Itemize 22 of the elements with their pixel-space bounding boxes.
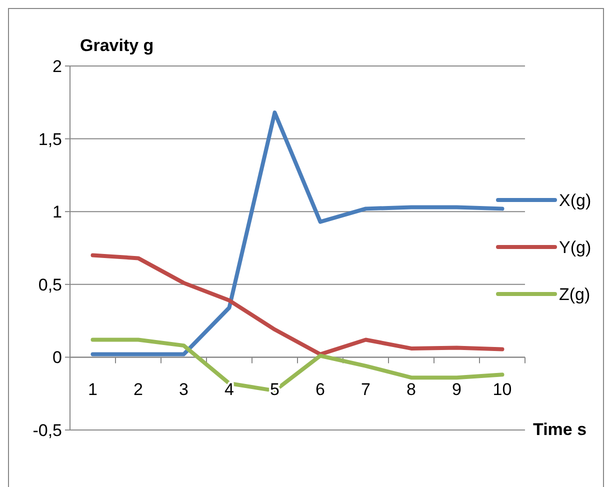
y-tick-label: 1 [52, 202, 62, 222]
y-tick-label: 2 [52, 56, 62, 76]
x-tick-label: 6 [316, 380, 325, 400]
x-tick-label: 3 [179, 380, 188, 400]
x-tick-label: 4 [224, 380, 234, 400]
y-tick-label: 0,5 [38, 275, 62, 294]
line-series [90, 253, 504, 356]
y-tick-label: 1,5 [38, 130, 62, 149]
y-tick-label: -0,5 [32, 420, 62, 440]
x-tick-label: 8 [406, 380, 416, 400]
y-axis-title: Gravity g [80, 36, 154, 55]
x-tick-label: 2 [134, 380, 143, 400]
y-tick-label: 0 [52, 348, 62, 368]
x-tick-label: 9 [452, 380, 462, 400]
x-axis-title: Time s [533, 420, 587, 439]
x-tick-label: 10 [492, 380, 512, 400]
legend-label: Y(g) [559, 238, 592, 257]
line-series [90, 110, 504, 356]
x-tick-label: 7 [361, 380, 370, 400]
x-tick-label: 1 [88, 380, 98, 400]
legend-label: X(g) [559, 190, 592, 210]
legend-label: Z(g) [559, 284, 590, 304]
